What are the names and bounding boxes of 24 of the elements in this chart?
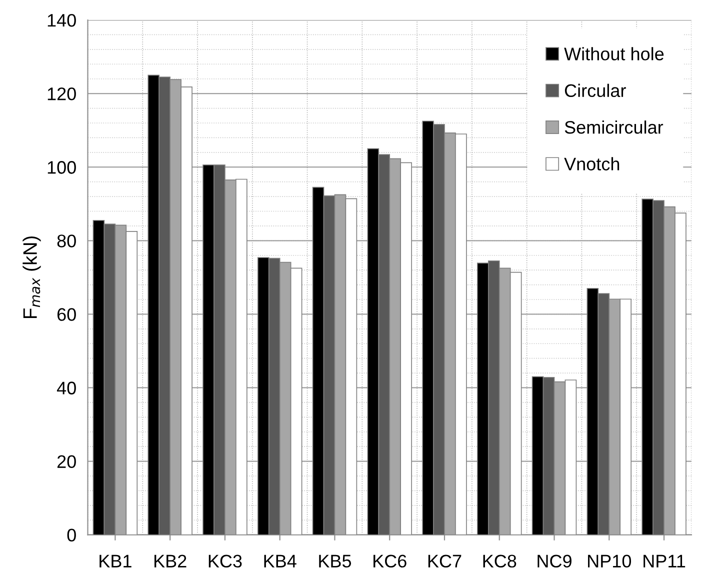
x-tick-label: KB5: [319, 554, 352, 568]
y-tick-label: 120: [48, 87, 76, 100]
legend-label: Semicircular: [564, 120, 664, 134]
y-tick-label: 20: [57, 455, 76, 468]
legend-label: Circular: [564, 84, 626, 98]
y-tick-label: 100: [48, 161, 76, 174]
x-tick-label: NC9: [538, 554, 572, 568]
y-tick-label: 80: [57, 234, 76, 248]
x-tick-label: NP11: [644, 554, 686, 568]
y-axis-title: F$_{max}$ (kN): [22, 236, 41, 318]
y-tick-label: 140: [48, 14, 76, 27]
x-tick-label: KB1: [100, 554, 132, 568]
x-tick-label: NP10: [588, 554, 632, 568]
x-tick-label: KC3: [208, 554, 242, 568]
y-tick-label: 40: [56, 382, 76, 394]
x-tick-label: KC7: [428, 554, 462, 568]
x-tick-label: KB2: [154, 554, 186, 568]
y-tick-label: 0: [67, 528, 76, 542]
legend-label: Vnotch: [564, 157, 620, 170]
legend-label: Without hole: [564, 47, 664, 60]
x-tick-label: KC8: [483, 554, 516, 568]
x-tick-label: KC6: [374, 554, 406, 568]
x-tick-label: KB4: [264, 554, 296, 568]
y-tick-label: 60: [57, 308, 76, 321]
